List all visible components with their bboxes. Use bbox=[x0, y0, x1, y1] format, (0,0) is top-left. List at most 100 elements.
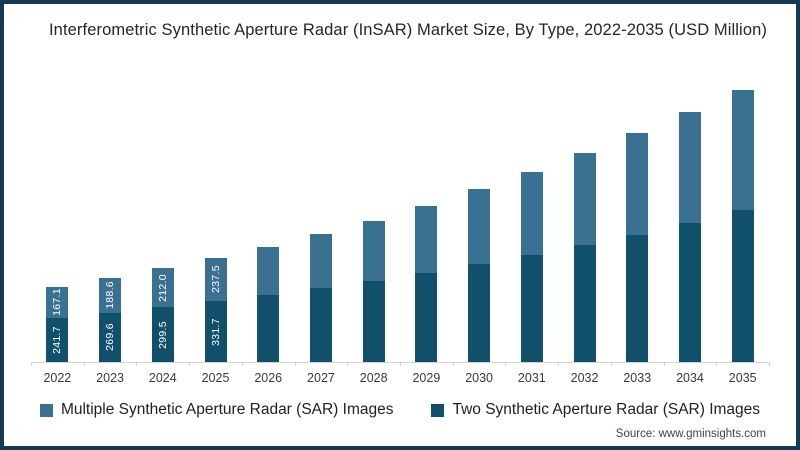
bar-column-2028: 2028 bbox=[347, 64, 400, 385]
stacked-bar-2024: 212.0 299.5 bbox=[151, 268, 174, 362]
legend-swatch-multiple-sar bbox=[39, 403, 53, 417]
bar-column-2026: 2026 bbox=[242, 64, 295, 385]
stacked-bar-2028 bbox=[362, 220, 385, 362]
x-axis-tick bbox=[558, 362, 560, 366]
bar-column-2022: 167.1 241.7 2022 bbox=[31, 64, 84, 385]
legend-swatch-two-sar bbox=[431, 403, 445, 417]
bar-segment-two-sar-2029 bbox=[415, 272, 438, 362]
bar-segment-two-sar-2023: 269.6 bbox=[99, 312, 122, 362]
bar-segment-two-sar-2032 bbox=[573, 245, 596, 362]
legend-item-two-sar: Two Synthetic Aperture Radar (SAR) Image… bbox=[431, 401, 760, 419]
stacked-bar-2023: 188.6 269.6 bbox=[99, 277, 122, 362]
bar-segment-multiple-sar-2030 bbox=[468, 189, 491, 264]
x-axis-tick bbox=[347, 362, 349, 366]
bar-segment-multiple-sar-2035 bbox=[731, 89, 754, 210]
bar-segment-two-sar-2031 bbox=[520, 254, 543, 362]
x-axis-tick bbox=[136, 362, 138, 366]
x-axis-year-label: 2031 bbox=[517, 371, 546, 385]
x-axis-tick bbox=[83, 362, 85, 366]
x-axis-year-label: 2026 bbox=[254, 371, 283, 385]
stacked-bar-2027 bbox=[309, 234, 332, 362]
bar-segment-two-sar-2035 bbox=[731, 209, 754, 362]
stacked-bar-2034 bbox=[678, 111, 701, 362]
x-axis-tick bbox=[610, 362, 612, 366]
x-axis-tick bbox=[189, 362, 191, 366]
bar-column-2030: 2030 bbox=[453, 64, 506, 385]
bar-segment-two-sar-2025: 331.7 bbox=[204, 301, 227, 362]
bar-segment-multiple-sar-2026 bbox=[257, 246, 280, 295]
x-axis-tick bbox=[769, 362, 770, 366]
x-axis-year-label: 2024 bbox=[148, 371, 177, 385]
bar-segment-multiple-sar-2034 bbox=[678, 111, 701, 224]
bar-columns: 167.1 241.7 2022 188.6 269.6 2023 212.0 299.5 20… bbox=[31, 64, 769, 385]
bar-segment-two-sar-2022: 241.7 bbox=[46, 317, 69, 362]
legend-label-multiple-sar: Multiple Synthetic Aperture Radar (SAR) … bbox=[60, 401, 394, 418]
bar-value-label: 299.5 bbox=[156, 320, 169, 349]
x-axis-year-label: 2033 bbox=[623, 371, 652, 385]
bar-value-label: 167.1 bbox=[51, 288, 64, 317]
stacked-bar-2035 bbox=[731, 89, 754, 362]
legend-item-multiple-sar: Multiple Synthetic Aperture Radar (SAR) … bbox=[39, 401, 394, 419]
x-axis-year-label: 2029 bbox=[412, 371, 441, 385]
bar-column-2035: 2035 bbox=[716, 64, 769, 385]
bar-segment-two-sar-2034 bbox=[678, 223, 701, 362]
bar-segment-multiple-sar-2028 bbox=[362, 220, 385, 281]
bar-value-label: 212.0 bbox=[156, 273, 169, 302]
bar-segment-two-sar-2024: 299.5 bbox=[151, 307, 174, 362]
bar-segment-multiple-sar-2023: 188.6 bbox=[99, 277, 122, 313]
bar-column-2025: 237.5 331.7 2025 bbox=[189, 64, 242, 385]
x-axis-tick bbox=[452, 362, 454, 366]
stacked-bar-2025: 237.5 331.7 bbox=[204, 257, 227, 362]
legend: Multiple Synthetic Aperture Radar (SAR) … bbox=[4, 401, 796, 419]
bar-segment-multiple-sar-2029 bbox=[415, 205, 438, 273]
plot-area: 167.1 241.7 2022 188.6 269.6 2023 212.0 299.5 20… bbox=[31, 64, 770, 399]
bar-column-2034: 2034 bbox=[664, 64, 717, 385]
chart-title: Interferometric Synthetic Aperture Radar… bbox=[49, 21, 767, 39]
stacked-bar-2031 bbox=[520, 172, 543, 362]
bar-value-label: 237.5 bbox=[209, 265, 222, 294]
x-axis-year-label: 2030 bbox=[465, 371, 494, 385]
bar-column-2024: 212.0 299.5 2024 bbox=[136, 64, 189, 385]
stacked-bar-2022: 167.1 241.7 bbox=[46, 286, 69, 362]
bar-segment-multiple-sar-2031 bbox=[520, 172, 543, 255]
x-axis-year-label: 2022 bbox=[43, 371, 72, 385]
stacked-bar-2029 bbox=[415, 205, 438, 362]
bar-segment-multiple-sar-2024: 212.0 bbox=[151, 268, 174, 307]
bar-segment-multiple-sar-2027 bbox=[309, 234, 332, 288]
stacked-bar-2032 bbox=[573, 153, 596, 362]
stacked-bar-2026 bbox=[257, 246, 280, 362]
bar-column-2029: 2029 bbox=[400, 64, 453, 385]
bar-segment-two-sar-2028 bbox=[362, 280, 385, 362]
x-axis-tick bbox=[663, 362, 665, 366]
x-axis-year-label: 2028 bbox=[359, 371, 388, 385]
bar-value-label: 188.6 bbox=[104, 281, 117, 310]
x-axis-tick bbox=[31, 362, 32, 366]
bar-value-label: 241.7 bbox=[51, 325, 64, 354]
x-axis-year-label: 2034 bbox=[676, 371, 704, 385]
x-axis-year-label: 2035 bbox=[728, 371, 757, 385]
bar-segment-two-sar-2027 bbox=[309, 288, 332, 362]
x-axis-tick bbox=[241, 362, 243, 366]
x-axis-year-label: 2027 bbox=[307, 371, 335, 385]
bar-column-2033: 2033 bbox=[611, 64, 664, 385]
x-axis-tick bbox=[505, 362, 507, 366]
bar-segment-multiple-sar-2025: 237.5 bbox=[204, 257, 227, 302]
source-text: Source: www.gminsights.com bbox=[615, 428, 766, 440]
stacked-bar-2030 bbox=[468, 189, 491, 362]
x-axis-tick bbox=[294, 362, 296, 366]
x-axis-year-label: 2032 bbox=[570, 371, 599, 385]
bar-segment-two-sar-2026 bbox=[257, 294, 280, 362]
stacked-bar-2033 bbox=[626, 133, 649, 362]
x-axis-year-label: 2023 bbox=[96, 371, 124, 385]
bar-column-2027: 2027 bbox=[295, 64, 348, 385]
bar-segment-multiple-sar-2033 bbox=[626, 133, 649, 235]
legend-label-two-sar: Two Synthetic Aperture Radar (SAR) Image… bbox=[452, 401, 761, 418]
bar-segment-multiple-sar-2032 bbox=[573, 153, 596, 246]
bar-segment-multiple-sar-2022: 167.1 bbox=[46, 286, 69, 318]
x-axis-tick bbox=[716, 362, 718, 366]
bar-segment-two-sar-2033 bbox=[626, 234, 649, 362]
bar-value-label: 331.7 bbox=[209, 317, 222, 346]
bar-column-2032: 2032 bbox=[558, 64, 611, 385]
x-axis-tick bbox=[400, 362, 401, 366]
